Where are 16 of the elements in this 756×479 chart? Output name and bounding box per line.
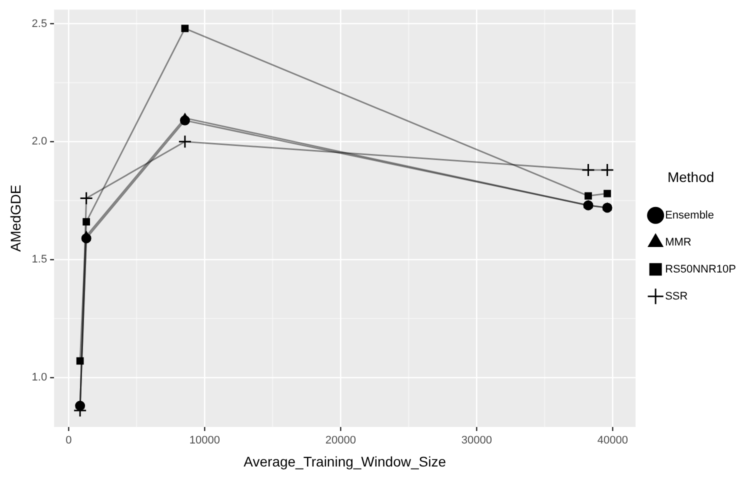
x-tick-label: 10000	[189, 434, 220, 447]
x-tick-label: 0	[66, 434, 72, 447]
x-tick-label: 30000	[461, 434, 492, 447]
y-tick-label: 1.0	[32, 372, 48, 384]
x-tick-label: 40000	[597, 434, 628, 447]
legend-label: MMR	[665, 236, 692, 248]
x-tick-label: 20000	[325, 434, 356, 447]
x-axis-title: Average_Training_Window_Size	[244, 453, 446, 470]
y-tick-label: 2.0	[32, 136, 48, 148]
y-tick-label: 1.5	[32, 254, 48, 266]
legend-title: Method	[667, 168, 714, 185]
y-tick-label: 2.5	[32, 18, 48, 30]
legend-label: SSR	[665, 290, 688, 302]
y-axis-title: AMedGDE	[7, 184, 24, 252]
legend-label: RS50NNR10P	[665, 263, 736, 276]
legend-label: Ensemble	[665, 209, 714, 222]
